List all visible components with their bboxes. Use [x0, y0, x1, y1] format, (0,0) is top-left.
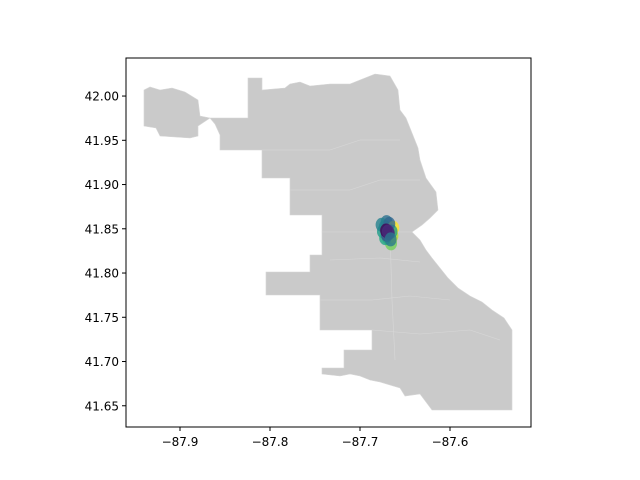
scatter-point	[384, 232, 397, 247]
y-axis: 41.65 41.70 41.75 41.80 41.85 41.90 41.95 42.00	[85, 90, 126, 413]
district-line	[290, 179, 420, 191]
x-tick-label: −87.9	[162, 435, 199, 449]
x-axis: −87.9 −87.8 −87.7 −87.6	[162, 427, 469, 449]
axes-frame	[125, 57, 532, 428]
district-line	[320, 295, 451, 301]
city-boundary-layer	[143, 73, 513, 411]
y-tick-label: 41.80	[85, 267, 119, 281]
x-tick-label: −87.8	[252, 435, 289, 449]
y-tick-label: 41.85	[85, 222, 119, 236]
x-tick-label: −87.7	[342, 435, 379, 449]
y-tick-label: 41.65	[85, 399, 119, 413]
y-tick-label: 41.70	[85, 355, 119, 369]
y-tick-label: 41.95	[85, 134, 119, 148]
y-tick-label: 41.75	[85, 311, 119, 325]
x-tick-label: −87.6	[432, 435, 469, 449]
district-line	[389, 231, 396, 361]
land-polygon-north	[143, 73, 439, 233]
district-line	[262, 139, 400, 151]
district-line	[371, 329, 501, 341]
y-tick-label: 42.00	[85, 90, 119, 104]
district-line	[329, 257, 421, 263]
y-tick-label: 41.90	[85, 178, 119, 192]
land-polygon-south	[265, 231, 513, 411]
points-layer	[375, 215, 400, 251]
